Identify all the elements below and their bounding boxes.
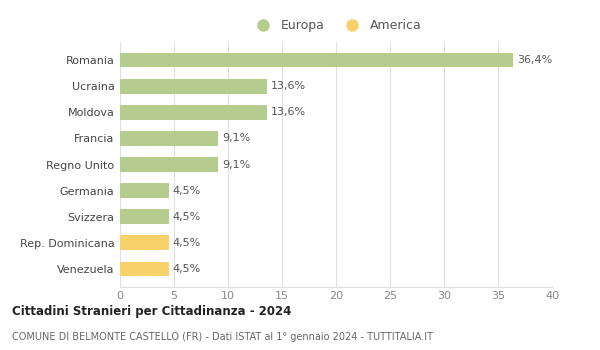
Text: 4,5%: 4,5% (173, 186, 201, 196)
Text: 4,5%: 4,5% (173, 264, 201, 274)
Bar (120, 158, 218, 172)
Text: 13,6%: 13,6% (271, 107, 307, 117)
Text: 9,1%: 9,1% (223, 133, 251, 143)
Bar (120, 105, 267, 120)
Bar (120, 209, 169, 224)
Bar (120, 183, 169, 198)
Bar (120, 261, 169, 276)
Text: Cittadini Stranieri per Cittadinanza - 2024: Cittadini Stranieri per Cittadinanza - 2… (12, 304, 292, 317)
Text: 9,1%: 9,1% (223, 160, 251, 169)
Bar (120, 79, 267, 93)
Bar (120, 53, 513, 68)
Bar (120, 236, 169, 250)
Text: 36,4%: 36,4% (517, 55, 553, 65)
Text: 4,5%: 4,5% (173, 238, 201, 248)
Text: 13,6%: 13,6% (271, 81, 307, 91)
Text: 4,5%: 4,5% (173, 212, 201, 222)
Legend: Europa, America: Europa, America (245, 14, 427, 37)
Bar (120, 131, 218, 146)
Text: COMUNE DI BELMONTE CASTELLO (FR) - Dati ISTAT al 1° gennaio 2024 - TUTTITALIA.IT: COMUNE DI BELMONTE CASTELLO (FR) - Dati … (12, 332, 433, 343)
